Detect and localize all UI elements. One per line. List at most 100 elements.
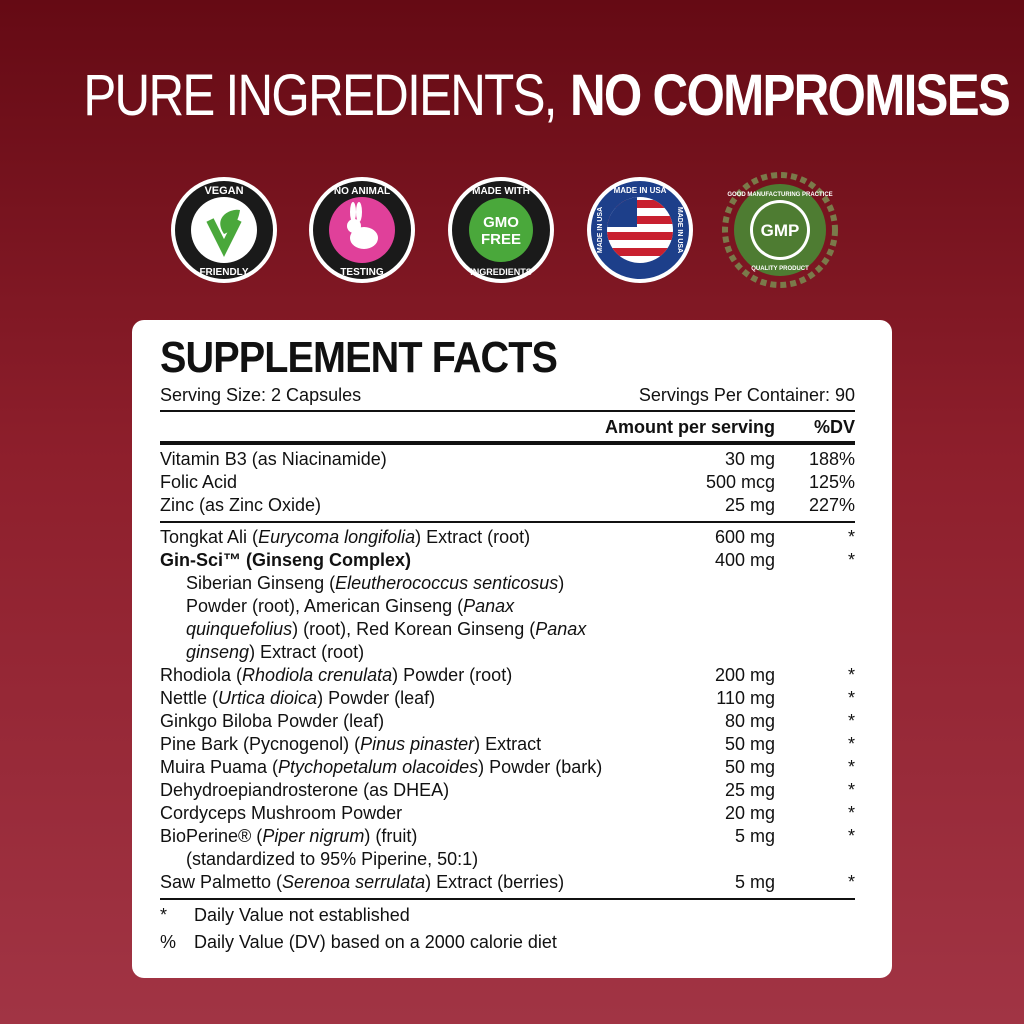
badge-right: MADE IN USA bbox=[676, 207, 683, 253]
fact-row: Tongkat Ali (Eurycoma longifolia) Extrac… bbox=[160, 526, 855, 549]
fact-row: Nettle (Urtica dioica) Powder (leaf) 110 … bbox=[160, 687, 855, 710]
fact-row: Vitamin B3 (as Niacinamide) 30 mg 188% bbox=[160, 448, 855, 471]
daily-value: * bbox=[847, 872, 855, 892]
no-animal-testing-badge: NO ANIMAL TESTING bbox=[309, 177, 415, 283]
amount: 5 mg bbox=[734, 826, 775, 846]
badge-middle: FREE bbox=[481, 231, 521, 248]
ingredient-name: Muira Puama (Ptychopetalum olacoides) Po… bbox=[160, 756, 665, 779]
ingredients: Tongkat Ali (Eurycoma longifolia) Extrac… bbox=[160, 523, 855, 900]
facts-title: SUPPLEMENT FACTS bbox=[160, 333, 558, 382]
ingredient-name: Folic Acid bbox=[160, 471, 665, 494]
name-part: Pine Bark (Pycnogenol) ( bbox=[160, 734, 361, 754]
amount: 500 mcg bbox=[705, 472, 775, 492]
badge-top: GOOD MANUFACTURING PRACTICE bbox=[727, 192, 832, 198]
badge-left: MADE IN USA bbox=[597, 207, 604, 253]
ingredient-detail: (standardized to 95% Piperine, 50:1) bbox=[160, 848, 855, 871]
name-part: Gin-Sci™ (Ginseng Complex) bbox=[160, 550, 412, 570]
name-part: Ptychopetalum olacoides bbox=[278, 757, 479, 777]
name-part: Eurycoma longifolia bbox=[258, 527, 416, 547]
fact-row: Saw Palmetto (Serenoa serrulata) Extract… bbox=[160, 871, 855, 894]
ingredient-name: Ginkgo Biloba Powder (leaf) bbox=[160, 710, 665, 733]
fact-row: Folic Acid 500 mcg 125% bbox=[160, 471, 855, 494]
badge-bottom: INGREDIENTS bbox=[470, 267, 532, 277]
name-part: ) Extract (root) bbox=[249, 642, 365, 662]
badge-top: MADE IN USA bbox=[614, 186, 667, 195]
daily-value: * bbox=[847, 550, 855, 570]
name-part: Eleutherococcus senticosus bbox=[335, 573, 559, 593]
amount: 80 mg bbox=[724, 711, 775, 731]
daily-value: * bbox=[847, 803, 855, 823]
footnote-text: Daily Value (DV) based on a 2000 calorie… bbox=[194, 932, 557, 952]
name-part: Pinus pinaster bbox=[360, 734, 475, 754]
name-part: ) (fruit) bbox=[364, 826, 418, 846]
daily-value: * bbox=[847, 665, 855, 685]
name-part: ) (root), Red Korean Ginseng ( bbox=[292, 619, 536, 639]
name-part: Panax quinquefolius bbox=[186, 596, 515, 639]
name-part: Rhodiola crenulata bbox=[242, 665, 393, 685]
badge-middle: GMP bbox=[761, 221, 800, 240]
serving-size: Serving Size: 2 Capsules bbox=[160, 385, 362, 405]
name-part: Panax ginseng bbox=[186, 619, 587, 662]
name-part: ) Extract bbox=[474, 734, 542, 754]
ingredient-name: Rhodiola (Rhodiola crenulata) Powder (ro… bbox=[160, 664, 665, 687]
badge-top: MADE WITH bbox=[472, 186, 530, 197]
detail-text: Siberian Ginseng (Eleutherococcus sentic… bbox=[160, 572, 606, 664]
name-part: Folic Acid bbox=[160, 472, 238, 492]
amount: 25 mg bbox=[724, 495, 775, 515]
fact-row: Muira Puama (Ptychopetalum olacoides) Po… bbox=[160, 756, 855, 779]
fact-row: Zinc (as Zinc Oxide) 25 mg 227% bbox=[160, 494, 855, 517]
amount: 600 mg bbox=[714, 527, 775, 547]
servings-per-container: Servings Per Container: 90 bbox=[638, 385, 855, 405]
fact-row: BioPerine® (Piper nigrum) (fruit) 5 mg * bbox=[160, 825, 855, 848]
name-part: Muira Puama ( bbox=[160, 757, 279, 777]
footnote-symbol: % bbox=[160, 932, 177, 952]
name-part: Nettle ( bbox=[160, 688, 219, 708]
daily-value: * bbox=[847, 780, 855, 800]
badges: VEGAN FRIENDLY NO ANIMAL TESTING MADE WI… bbox=[171, 172, 838, 288]
daily-value: 188% bbox=[808, 449, 855, 469]
amount: 50 mg bbox=[724, 734, 775, 754]
badge-middle: GMO bbox=[483, 214, 519, 231]
footnote: * Daily Value not established bbox=[160, 900, 855, 927]
headline-bold: NO COMPROMISES bbox=[569, 63, 1011, 128]
ingredient-name: BioPerine® (Piper nigrum) (fruit) bbox=[160, 825, 665, 848]
name-part: ) Powder (leaf) bbox=[317, 688, 436, 708]
amount-header: Amount per serving bbox=[604, 417, 775, 437]
name-part: ) Extract (root) bbox=[415, 527, 531, 547]
amount: 110 mg bbox=[716, 688, 775, 708]
vegan-badge: VEGAN FRIENDLY bbox=[171, 177, 277, 283]
name-part: Ginkgo Biloba Powder (leaf) bbox=[160, 711, 385, 731]
amount: 200 mg bbox=[714, 665, 775, 685]
fact-row: Cordyceps Mushroom Powder 20 mg * bbox=[160, 802, 855, 825]
ingredient-name: Zinc (as Zinc Oxide) bbox=[160, 494, 665, 517]
gmp-badge: GOOD MANUFACTURING PRACTICE GMP QUALITY … bbox=[722, 172, 838, 288]
ingredient-name: Nettle (Urtica dioica) Powder (leaf) bbox=[160, 687, 665, 710]
ingredient-name: Vitamin B3 (as Niacinamide) bbox=[160, 448, 665, 471]
amount: 50 mg bbox=[724, 757, 775, 777]
ingredient-name: Cordyceps Mushroom Powder bbox=[160, 802, 665, 825]
ingredient-name: Tongkat Ali (Eurycoma longifolia) Extrac… bbox=[160, 526, 665, 549]
daily-value: * bbox=[847, 757, 855, 777]
fact-row: Ginkgo Biloba Powder (leaf) 80 mg * bbox=[160, 710, 855, 733]
daily-value: 125% bbox=[808, 472, 855, 492]
amount: 400 mg bbox=[714, 550, 775, 570]
name-part: Piper nigrum bbox=[262, 826, 365, 846]
ingredient-name: Saw Palmetto (Serenoa serrulata) Extract… bbox=[160, 871, 665, 894]
name-part: ) Powder (bark) bbox=[478, 757, 603, 777]
daily-value: * bbox=[847, 711, 855, 731]
badge-bottom: TESTING bbox=[340, 267, 384, 278]
daily-value: * bbox=[847, 826, 855, 846]
headline-light: PURE INGREDIENTS, bbox=[83, 63, 557, 128]
badge-top: VEGAN bbox=[204, 185, 243, 197]
supplement-facts: SUPPLEMENT FACTS Serving Size: 2 Capsule… bbox=[132, 320, 892, 978]
name-part: ) Extract (berries) bbox=[425, 872, 565, 892]
fact-row: Rhodiola (Rhodiola crenulata) Powder (ro… bbox=[160, 664, 855, 687]
fact-row: Gin-Sci™ (Ginseng Complex) 400 mg * bbox=[160, 549, 855, 572]
daily-value: * bbox=[847, 527, 855, 547]
detail-text: (standardized to 95% Piperine, 50:1) bbox=[160, 848, 606, 871]
badge-bottom: FRIENDLY bbox=[199, 267, 248, 278]
badge-bottom: QUALITY PRODUCT bbox=[751, 266, 809, 272]
serving-info: Serving Size: 2 Capsules Servings Per Con… bbox=[160, 384, 855, 412]
name-part: Saw Palmetto ( bbox=[160, 872, 283, 892]
amount: 25 mg bbox=[724, 780, 775, 800]
